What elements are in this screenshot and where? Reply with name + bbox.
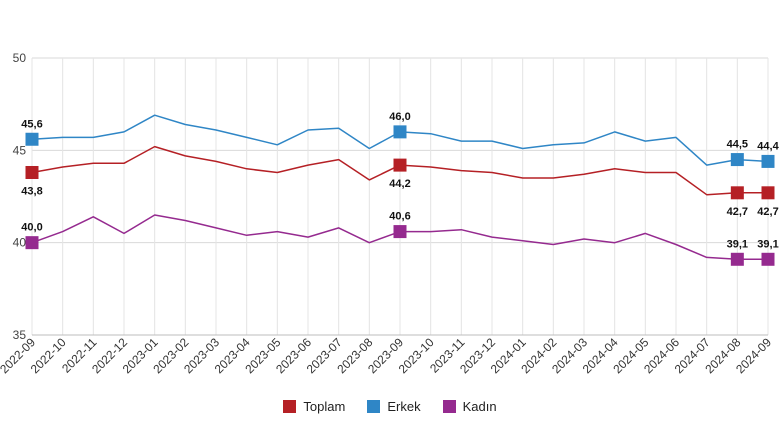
data-marker-kadın bbox=[25, 236, 39, 250]
data-marker-kadın bbox=[730, 252, 744, 266]
data-label-erkek: 46,0 bbox=[389, 111, 410, 123]
data-label-toplam: 42,7 bbox=[757, 206, 778, 218]
legend-label-erkek: Erkek bbox=[387, 398, 421, 414]
data-marker-toplam bbox=[761, 186, 775, 200]
legend-item-toplam[interactable]: Toplam bbox=[283, 399, 345, 414]
legend-swatch-erkek bbox=[367, 399, 381, 413]
data-marker-kadın bbox=[761, 252, 775, 266]
data-marker-erkek bbox=[730, 153, 744, 167]
data-marker-erkek bbox=[761, 154, 775, 168]
data-label-kadın: 40,0 bbox=[21, 222, 42, 234]
legend-label-kadin: Kadın bbox=[462, 398, 497, 414]
y-tick-label: 40 bbox=[13, 236, 27, 250]
data-marker-erkek bbox=[25, 132, 39, 146]
data-marker-kadın bbox=[393, 225, 407, 239]
data-label-kadın: 39,1 bbox=[757, 238, 778, 250]
data-label-kadın: 39,1 bbox=[727, 238, 748, 250]
data-label-erkek: 45,6 bbox=[21, 118, 42, 130]
data-label-erkek: 44,4 bbox=[757, 140, 779, 152]
data-label-toplam: 42,7 bbox=[727, 206, 748, 218]
y-tick-label: 35 bbox=[13, 328, 27, 342]
legend-label-toplam: Toplam bbox=[303, 398, 346, 414]
legend-item-kadin[interactable]: Kadın bbox=[442, 398, 497, 414]
y-tick-label: 50 bbox=[13, 51, 27, 65]
chart-legend: Toplam Erkek Kadın bbox=[0, 396, 780, 416]
legend-item-erkek[interactable]: Erkek bbox=[367, 398, 421, 414]
data-label-erkek: 44,5 bbox=[727, 139, 748, 151]
data-marker-toplam bbox=[393, 158, 407, 172]
data-marker-toplam bbox=[730, 186, 744, 200]
data-label-toplam: 43,8 bbox=[21, 185, 42, 197]
data-label-toplam: 44,2 bbox=[389, 178, 410, 190]
y-tick-label: 45 bbox=[13, 143, 27, 157]
data-label-kadın: 40,6 bbox=[389, 211, 410, 223]
legend-swatch-toplam bbox=[283, 399, 297, 413]
legend-swatch-kadin bbox=[442, 399, 456, 413]
data-marker-erkek bbox=[393, 125, 407, 139]
data-marker-toplam bbox=[25, 165, 39, 179]
